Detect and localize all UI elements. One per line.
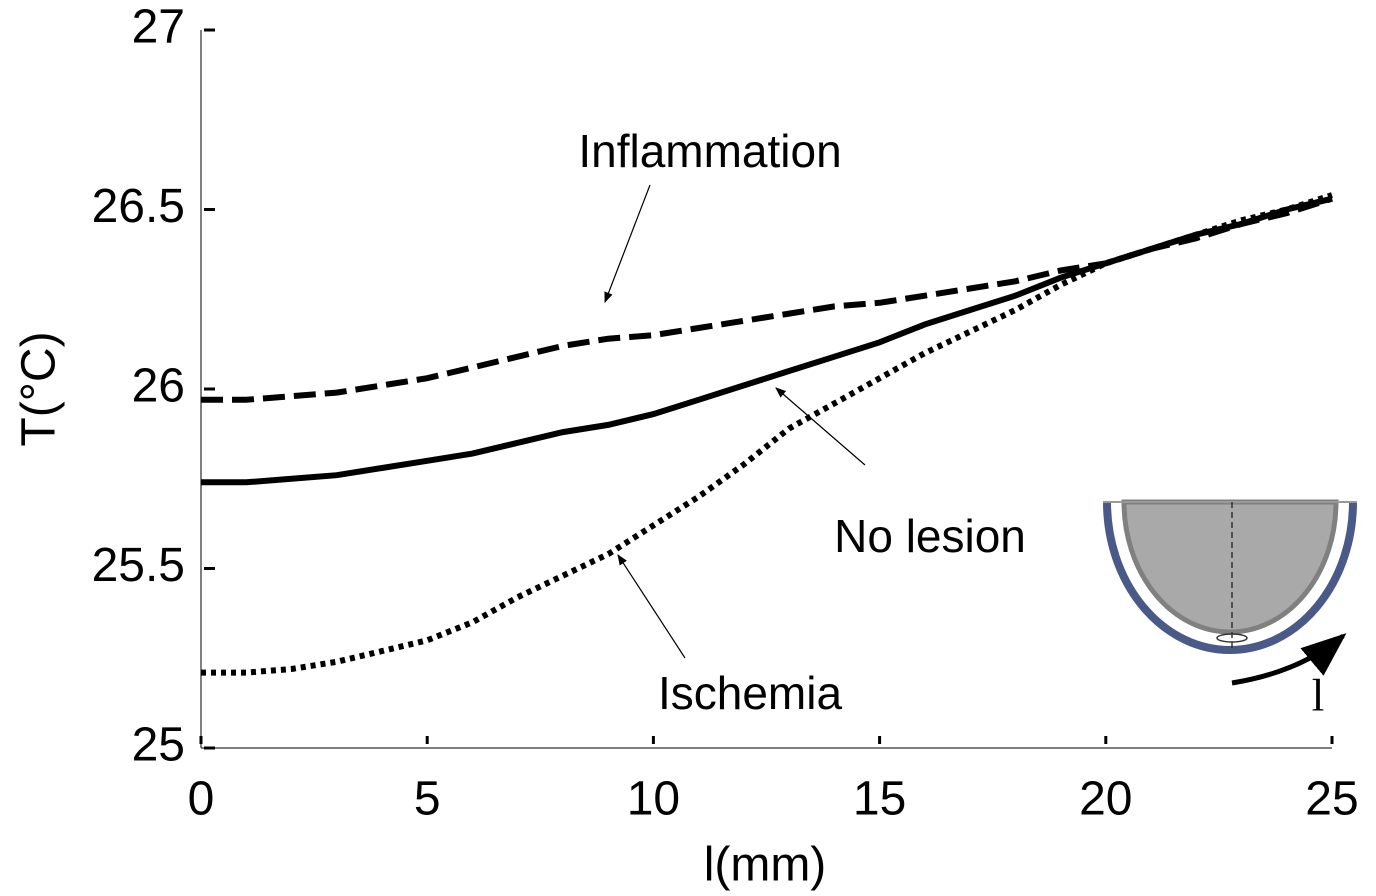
y-tick-label: 25.5 xyxy=(92,539,185,592)
x-tick-label: 5 xyxy=(414,773,441,826)
x-tick-label: 10 xyxy=(627,773,680,826)
annotation-arrow xyxy=(775,387,866,466)
x-axis-title: l(mm) xyxy=(704,839,827,892)
y-axis-title: T(°C) xyxy=(13,331,66,446)
x-tick-label: 25 xyxy=(1305,773,1358,826)
y-tick-label: 27 xyxy=(132,1,185,54)
x-tick-label: 20 xyxy=(1079,773,1132,826)
inset-label: l xyxy=(1312,670,1325,721)
series-annotation: No lesion xyxy=(834,510,1026,562)
x-tick-label: 15 xyxy=(853,773,906,826)
x-tick-label: 0 xyxy=(188,773,215,826)
annotation-arrow xyxy=(617,554,686,659)
inset-diagram xyxy=(1103,499,1357,686)
y-tick-label: 26.5 xyxy=(92,180,185,233)
series-line xyxy=(201,195,1333,403)
series-line xyxy=(201,192,1333,676)
annotation-arrow xyxy=(604,184,651,304)
y-tick-label: 26 xyxy=(132,360,185,413)
series-line xyxy=(201,195,1333,486)
series-annotation: Ischemia xyxy=(658,667,842,719)
y-tick-label: 25 xyxy=(132,719,185,772)
series-annotation: Inflammation xyxy=(578,125,841,177)
